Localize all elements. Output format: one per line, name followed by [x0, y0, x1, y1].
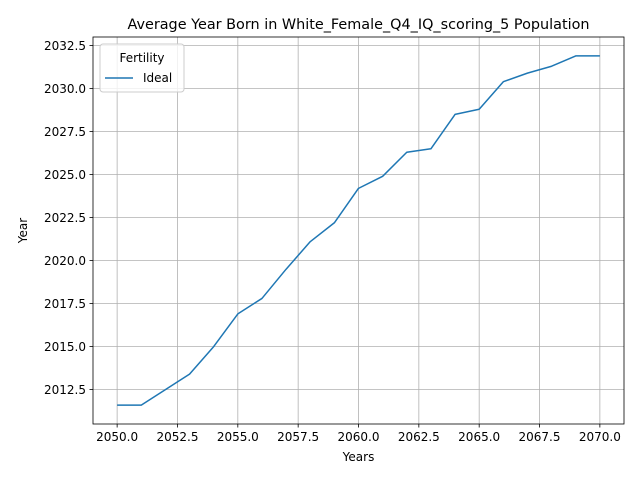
- x-axis-label: Years: [342, 450, 375, 464]
- x-tick-label: 2067.5: [519, 430, 561, 444]
- y-axis-label: Year: [16, 218, 30, 244]
- y-tick-label: 2032.5: [44, 39, 86, 53]
- y-tick-label: 2027.5: [44, 125, 86, 139]
- series-line-ideal: [117, 55, 600, 406]
- legend-box: [99, 43, 185, 93]
- x-tick-label: 2062.5: [398, 430, 440, 444]
- x-tick-label: 2057.5: [277, 430, 319, 444]
- grid-lines: [93, 37, 624, 424]
- x-tick-label: 2060.0: [338, 430, 380, 444]
- chart-title: Average Year Born in White_Female_Q4_IQ_…: [127, 17, 589, 33]
- series-layer: [117, 55, 600, 406]
- y-tick-label: 2022.5: [44, 211, 86, 225]
- legend-entry-ideal: Ideal: [143, 71, 172, 85]
- x-tick-label: 2070.0: [579, 430, 621, 444]
- x-tick-label: 2050.0: [96, 430, 138, 444]
- y-tick-label: 2025.0: [44, 168, 86, 182]
- x-tick-label: 2065.0: [458, 430, 500, 444]
- x-tick-label: 2055.0: [217, 430, 259, 444]
- x-tick-label: 2052.5: [156, 430, 198, 444]
- ticks: 2050.0 2052.5 2055.0 2057.5 2060.0 2062.5 2065…: [44, 39, 621, 444]
- y-tick-label: 2012.5: [44, 383, 86, 397]
- y-tick-label: 2017.5: [44, 297, 86, 311]
- legend: Fertility Ideal: [99, 43, 185, 93]
- y-tick-label: 2030.0: [44, 82, 86, 96]
- legend-title: Fertility: [119, 51, 164, 65]
- y-tick-label: 2020.0: [44, 254, 86, 268]
- y-tick-label: 2015.0: [44, 340, 86, 354]
